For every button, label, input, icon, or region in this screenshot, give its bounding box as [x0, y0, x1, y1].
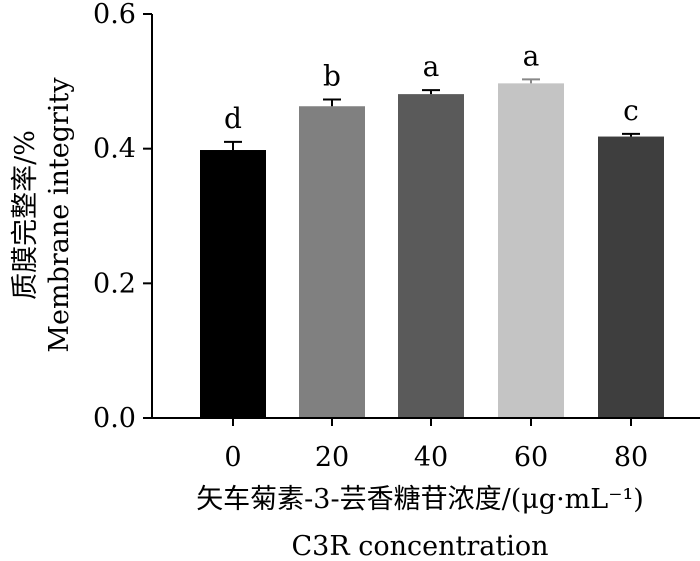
- bar-40: [398, 94, 464, 419]
- y-tick-label-0.6: 0.6: [93, 0, 136, 30]
- x-axis-label-cn: 矢车菊素-3-芸香糖苷浓度/(μg·mL⁻¹): [196, 484, 644, 515]
- bar-0: [200, 150, 266, 418]
- bars-group: [200, 83, 664, 419]
- y-tick-label-0.2: 0.2: [93, 268, 136, 299]
- bar-60: [498, 83, 564, 418]
- error-bar-80: [622, 132, 640, 137]
- significance-letters-group: d b a a c: [224, 39, 639, 135]
- bar-80: [598, 136, 664, 418]
- x-tick-label-60: 60: [514, 442, 548, 473]
- error-bar-60: [522, 78, 540, 84]
- error-bar-0: [224, 140, 242, 151]
- errorbars-group: [224, 78, 640, 151]
- significance-letter-80: c: [623, 94, 639, 127]
- x-tick-label-0: 0: [224, 442, 241, 473]
- x-tick-label-80: 80: [614, 442, 648, 473]
- error-bar-40: [422, 89, 440, 95]
- y-axis-label-cn: 质膜完整率/%: [10, 130, 41, 300]
- y-axis-label-en: Membrane integrity: [44, 77, 75, 353]
- bar-20: [299, 106, 365, 418]
- x-tick-label-40: 40: [414, 442, 448, 473]
- error-bar-20: [323, 98, 341, 107]
- axes-group: 0 20 40 60 80 0.0 0.2 0.4 0.6: [93, 0, 700, 473]
- y-tick-label-0.0: 0.0: [93, 403, 136, 434]
- significance-letter-60: a: [523, 39, 540, 72]
- x-axis-label-en: C3R concentration: [292, 531, 549, 561]
- significance-letter-20: b: [323, 60, 341, 93]
- significance-letter-0: d: [224, 102, 242, 135]
- significance-letter-40: a: [423, 50, 440, 83]
- x-tick-label-20: 20: [315, 442, 349, 473]
- y-tick-label-0.4: 0.4: [93, 134, 136, 165]
